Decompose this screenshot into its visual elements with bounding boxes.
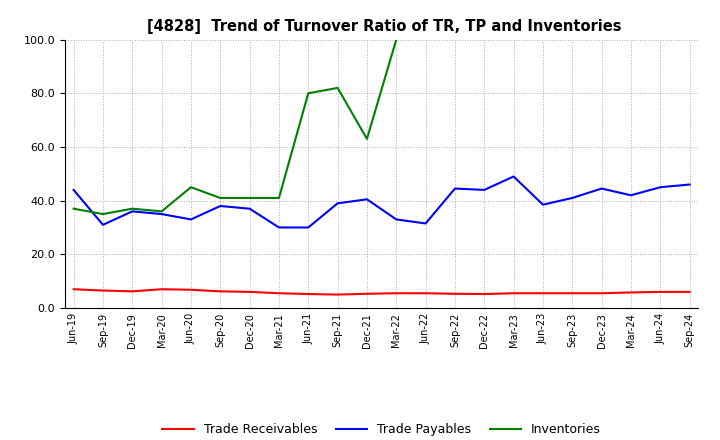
Trade Payables <box>216 203 225 209</box>
Trade Receivables <box>333 292 342 297</box>
Trade Receivables <box>421 290 430 296</box>
Trade Receivables <box>656 289 665 294</box>
Trade Payables <box>480 187 489 193</box>
Trade Receivables <box>685 289 694 294</box>
Trade Payables <box>274 225 283 230</box>
Line: Trade Receivables: Trade Receivables <box>73 289 690 295</box>
Trade Receivables <box>509 290 518 296</box>
Trade Payables <box>304 225 312 230</box>
Trade Receivables <box>216 289 225 294</box>
Trade Receivables <box>274 290 283 296</box>
Text: [4828]  Trend of Turnover Ratio of TR, TP and Inventories: [4828] Trend of Turnover Ratio of TR, TP… <box>147 19 621 34</box>
Trade Payables <box>626 193 635 198</box>
Trade Receivables <box>539 290 547 296</box>
Inventories <box>304 91 312 96</box>
Trade Receivables <box>363 291 372 297</box>
Trade Payables <box>186 217 195 222</box>
Trade Payables <box>451 186 459 191</box>
Inventories <box>186 185 195 190</box>
Trade Payables <box>246 206 254 211</box>
Inventories <box>274 195 283 201</box>
Inventories <box>128 206 137 211</box>
Trade Payables <box>598 186 606 191</box>
Inventories <box>216 195 225 201</box>
Trade Receivables <box>128 289 137 294</box>
Inventories <box>69 206 78 211</box>
Trade Payables <box>99 222 107 227</box>
Trade Payables <box>539 202 547 207</box>
Trade Receivables <box>598 290 606 296</box>
Trade Receivables <box>69 286 78 292</box>
Trade Payables <box>157 211 166 216</box>
Trade Receivables <box>304 291 312 297</box>
Trade Receivables <box>451 291 459 297</box>
Inventories <box>99 211 107 216</box>
Trade Receivables <box>626 290 635 295</box>
Trade Payables <box>128 209 137 214</box>
Inventories <box>392 37 400 42</box>
Trade Payables <box>685 182 694 187</box>
Trade Payables <box>392 217 400 222</box>
Inventories <box>363 136 372 142</box>
Trade Receivables <box>186 287 195 293</box>
Legend: Trade Receivables, Trade Payables, Inventories: Trade Receivables, Trade Payables, Inven… <box>157 418 606 440</box>
Trade Receivables <box>568 290 577 296</box>
Trade Receivables <box>392 290 400 296</box>
Inventories <box>157 209 166 214</box>
Trade Receivables <box>157 286 166 292</box>
Inventories <box>246 195 254 201</box>
Trade Receivables <box>480 291 489 297</box>
Trade Payables <box>509 174 518 179</box>
Trade Payables <box>363 197 372 202</box>
Line: Inventories: Inventories <box>73 40 396 214</box>
Trade Receivables <box>246 289 254 294</box>
Inventories <box>333 85 342 91</box>
Trade Payables <box>333 201 342 206</box>
Trade Payables <box>69 187 78 193</box>
Trade Receivables <box>99 288 107 293</box>
Trade Payables <box>568 195 577 201</box>
Line: Trade Payables: Trade Payables <box>73 176 690 227</box>
Trade Payables <box>656 185 665 190</box>
Trade Payables <box>421 221 430 226</box>
